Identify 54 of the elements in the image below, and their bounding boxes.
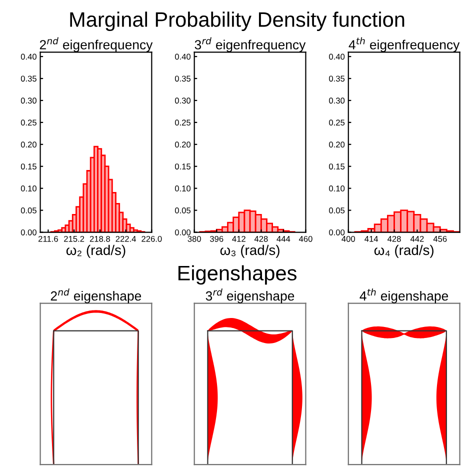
y-tick-label: 0.00 [20, 229, 36, 236]
chart-title: 2$^{nd}$ eigenfrequency [40, 37, 153, 52]
x-tick-label: 215.2 [64, 236, 84, 242]
x-tick-label: 380 [188, 236, 201, 242]
text: 3$^{rd}$ eigenshape [206, 288, 294, 304]
text: 2$^{nd}$ eigenshape [50, 288, 142, 304]
y-tick-label: 0.00 [329, 229, 345, 236]
y-tick-label: 0.25 [329, 120, 345, 126]
y-tick-label: 0.30 [20, 98, 36, 104]
text: Eigenshapes [178, 265, 296, 285]
y-tick-label: 0.40 [174, 54, 191, 60]
x-tick-label: 400 [342, 236, 356, 242]
x-tick-label: 226.0 [142, 236, 162, 242]
y-tick-label: 0.35 [20, 76, 36, 82]
x-tick-label: 218.8 [90, 236, 110, 242]
y-tick-label: 0.15 [174, 164, 191, 170]
x-tick-label: 414 [364, 236, 378, 242]
y-tick-label: 0.05 [329, 207, 345, 214]
x-axis-title: ω₂ (rad/s) [66, 244, 126, 258]
x-axis-title: ω₃ (rad/s) [220, 244, 280, 258]
x-tick-label: 444 [276, 236, 290, 242]
y-tick-label: 0.15 [20, 164, 36, 170]
y-tick-label: 0.10 [174, 186, 191, 192]
y-tick-label: 0.05 [174, 207, 191, 214]
text: 4$^{th}$ eigenshape [360, 288, 448, 304]
y-tick-label: 0.20 [174, 142, 191, 148]
x-tick-label: 396 [210, 236, 224, 242]
y-tick-label: 0.10 [20, 186, 36, 192]
x-tick-label: 222.4 [116, 236, 136, 242]
y-tick-label: 0.20 [329, 142, 345, 148]
y-tick-label: 0.05 [20, 207, 36, 214]
y-tick-label: 0.40 [20, 54, 36, 60]
x-tick-label: 428 [254, 236, 268, 242]
x-tick-label: 412 [232, 236, 246, 242]
x-axis-title: ω₄ (rad/s) [374, 244, 434, 258]
y-tick-label: 0.35 [329, 76, 345, 82]
chart-title: 4$^{th}$ eigenfrequency [348, 37, 460, 52]
x-tick-label: 211.6 [38, 236, 58, 242]
y-tick-label: 0.35 [174, 76, 191, 82]
y-tick-label: 0.25 [20, 120, 36, 126]
chart-title: 3$^{rd}$ eigenfrequency [194, 37, 306, 52]
y-tick-label: 0.15 [329, 164, 345, 170]
y-tick-label: 0.20 [20, 142, 36, 148]
x-tick-label: 442 [410, 236, 424, 242]
x-tick-label: 428 [387, 236, 401, 242]
x-tick-label: 460 [298, 236, 312, 242]
y-tick-label: 0.25 [174, 120, 191, 126]
y-tick-label: 0.30 [329, 98, 345, 104]
y-tick-label: 0.00 [174, 229, 191, 236]
y-tick-label: 0.30 [174, 98, 191, 104]
x-tick-label: 456 [433, 236, 447, 242]
y-tick-label: 0.10 [329, 186, 345, 192]
y-tick-label: 0.40 [329, 54, 345, 60]
text: Marginal Probability Density function [70, 12, 404, 32]
